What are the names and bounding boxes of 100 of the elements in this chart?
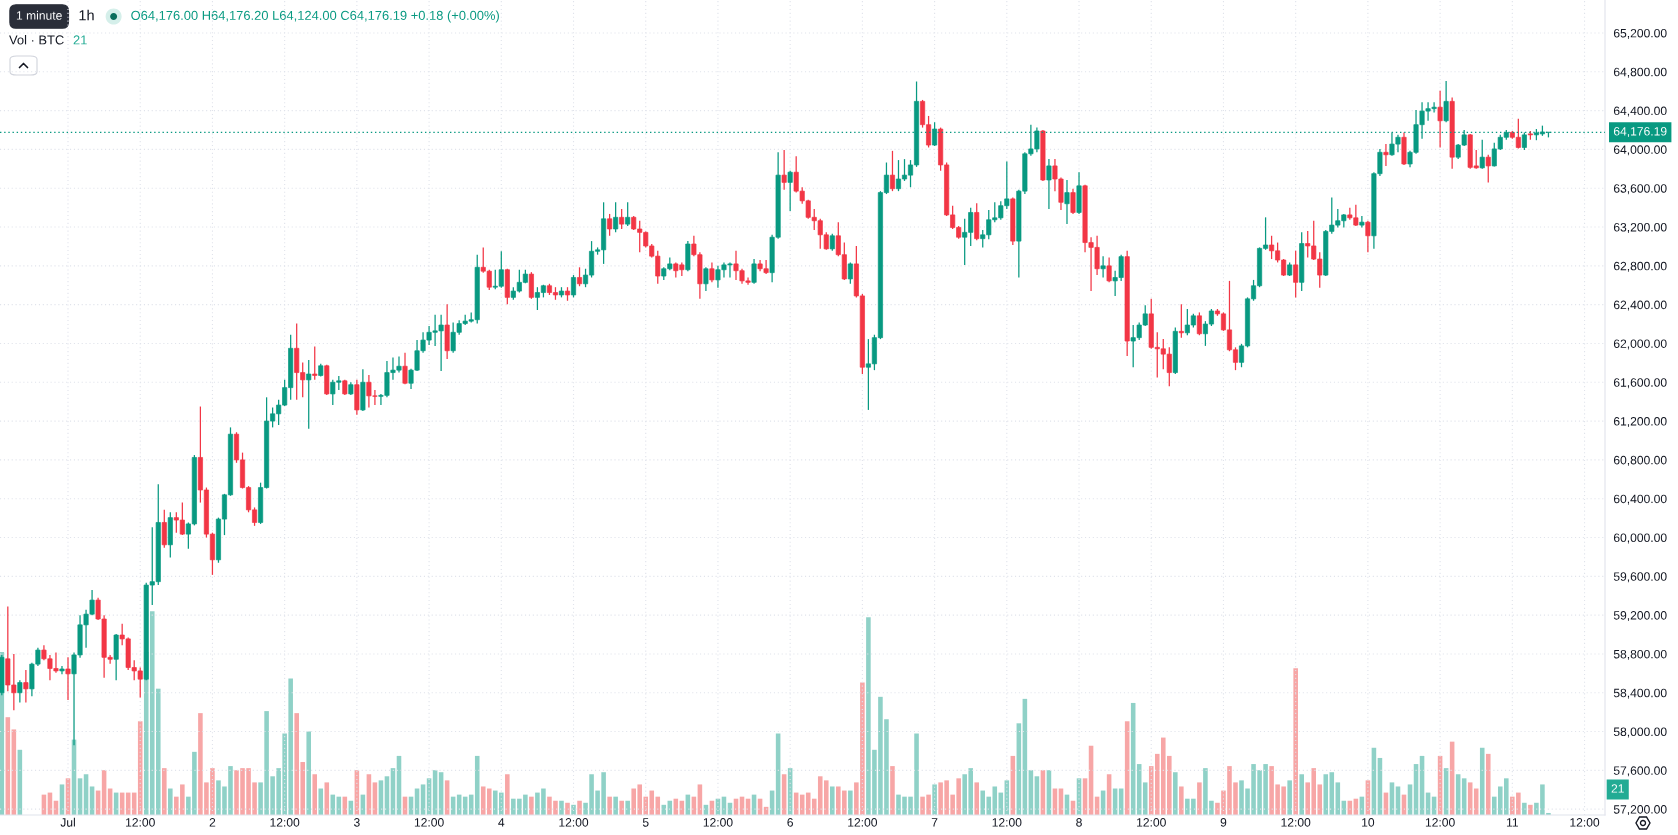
bar — [619, 800, 624, 815]
y-tick-label: 62,800.00 — [1613, 261, 1667, 272]
bar — [932, 784, 937, 815]
y-tick-label: 60,800.00 — [1613, 455, 1667, 466]
y-tick-label: 63,200.00 — [1613, 222, 1667, 233]
x-tick-label: Jul — [60, 817, 75, 827]
y-tick-label: 61,600.00 — [1613, 378, 1667, 389]
x-tick-label: 3 — [353, 818, 360, 827]
candlestick — [709, 261, 715, 283]
candlestick — [1178, 303, 1184, 339]
bar — [890, 766, 895, 815]
y-tick-label: 59,200.00 — [1613, 611, 1667, 622]
bar — [1473, 788, 1479, 815]
x-tick-label: 12:00 — [1137, 818, 1166, 827]
annotation: 21 — [73, 35, 87, 45]
candlestick — [1064, 179, 1070, 225]
bar — [168, 788, 173, 815]
bar — [1528, 804, 1533, 815]
candlestick — [1293, 250, 1299, 299]
bar — [613, 796, 618, 815]
bar — [848, 790, 853, 815]
candlestick — [1196, 311, 1202, 336]
candlestick — [1479, 139, 1485, 170]
candlestick — [577, 266, 583, 287]
y-tick-label: 58,800.00 — [1613, 649, 1667, 660]
y-tick-label: 57,200.00 — [1613, 805, 1667, 816]
bar — [1522, 802, 1527, 815]
x-tick-label: 11 — [1506, 818, 1519, 827]
candlestick — [306, 359, 312, 430]
candlestick — [17, 679, 23, 704]
candlestick — [787, 170, 793, 212]
x-tick-label: 12:00 — [414, 818, 444, 827]
candlestick — [528, 271, 534, 300]
bar — [1179, 786, 1184, 815]
x-tick-label: 12:00 — [126, 818, 155, 827]
x-tick-label: 4 — [498, 818, 505, 827]
y-tick-label: 62,400.00 — [1613, 300, 1667, 311]
x-tick-label: 10 — [1362, 818, 1375, 827]
x-tick-label: 12:00 — [1281, 818, 1311, 827]
bar — [661, 804, 667, 815]
candlestick — [1383, 143, 1389, 167]
bar — [1299, 774, 1304, 815]
candlestick — [1106, 256, 1112, 283]
bar — [474, 755, 480, 815]
bar — [1479, 747, 1485, 815]
y-tick-label: 59,600.00 — [1613, 572, 1667, 583]
bar — [529, 796, 534, 815]
candlestick — [607, 213, 613, 237]
candlestick — [1100, 255, 1106, 279]
candlestick — [312, 345, 318, 381]
candlestick — [1070, 188, 1076, 215]
candlestick — [1485, 154, 1491, 184]
y-tick-label: 57,600.00 — [1613, 766, 1667, 777]
candlestick — [571, 274, 577, 299]
text: O64,176.00 H64,176.20 L64,124.00 C64,176.19 +0.18 (+0.00%) — [131, 10, 499, 23]
x-tick-label: 12:00 — [703, 818, 733, 827]
bar — [1173, 772, 1178, 815]
candlestick — [781, 149, 787, 191]
candlestick — [1437, 90, 1443, 149]
y-tick-label: 60,400.00 — [1613, 494, 1667, 505]
bar — [162, 768, 167, 815]
candlestick — [1365, 220, 1371, 253]
text: 1h — [79, 9, 94, 21]
bar — [607, 796, 612, 815]
y-tick-label: 58,000.00 — [1613, 727, 1667, 738]
bar — [318, 788, 324, 815]
chart-title: Vol · BTC — [9, 34, 64, 45]
candlestick — [23, 669, 29, 704]
x-tick-label: 12:00 — [1570, 818, 1600, 827]
candlestick — [1359, 215, 1365, 229]
y-tick-label: 61,200.00 — [1613, 417, 1667, 428]
candlestick — [65, 656, 71, 701]
x-tick-label: 12:00 — [992, 818, 1022, 827]
x-tick-label: 6 — [787, 818, 793, 827]
candlestick — [1443, 80, 1449, 123]
x-tick-label: 7 — [931, 818, 938, 827]
candlestick — [619, 208, 625, 230]
x-tick-label: 12:00 — [848, 818, 878, 827]
x-tick-label: 8 — [1076, 818, 1082, 827]
bar — [324, 782, 330, 815]
x-tick-label: 12:00 — [270, 818, 300, 827]
bar — [559, 800, 564, 815]
bar — [565, 802, 570, 815]
x-tick-label: 12:00 — [1425, 818, 1455, 827]
y-tick-label: 58,400.00 — [1613, 688, 1667, 699]
bar — [137, 721, 143, 815]
y-tick-label: 64,400.00 — [1613, 106, 1667, 117]
candlestick — [751, 258, 757, 285]
bar — [1197, 782, 1202, 815]
bar — [1142, 782, 1148, 815]
candlestick — [161, 509, 167, 549]
x-tick-label: 5 — [642, 818, 649, 827]
x-tick-label: 12:00 — [559, 818, 589, 827]
candlestick — [703, 266, 709, 292]
annotation: 1 minute — [16, 10, 62, 20]
candlestick — [847, 261, 853, 285]
candlestick — [402, 352, 408, 385]
y-tick-label: 62,000.00 — [1613, 339, 1667, 350]
candlestick — [613, 201, 619, 233]
candlestick — [1046, 158, 1052, 210]
